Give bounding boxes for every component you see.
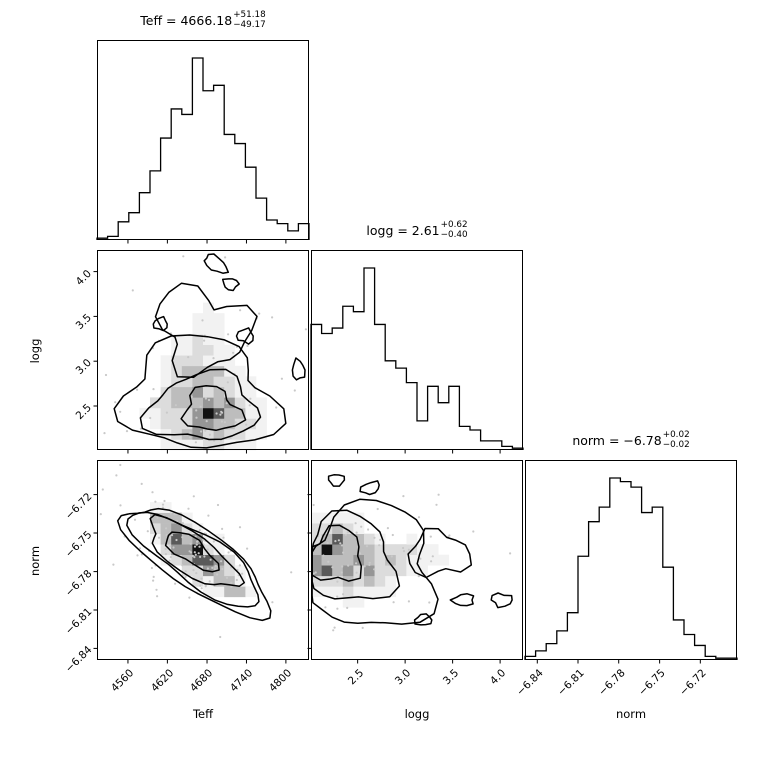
- y-tick-label-norm: −6.81: [62, 605, 95, 638]
- x-tick-label-teff: 4800: [266, 667, 295, 695]
- y-tick-label-norm: −6.84: [62, 644, 95, 676]
- x-axis-title-norm: norm: [615, 707, 647, 721]
- y-tick-label-logg: 4.0: [73, 267, 95, 288]
- title-teff-minus-error: −49.17: [233, 19, 266, 30]
- x-tick-label-logg: 4.0: [488, 667, 509, 688]
- panel-norm-histogram: [524, 460, 738, 664]
- x-tick-label-norm: −6.72: [677, 667, 709, 699]
- x-tick-label-teff: 4560: [109, 667, 137, 695]
- title-norm-plus-error: +0.02: [662, 430, 690, 440]
- x-tick-label-norm: −6.78: [595, 667, 628, 699]
- x-tick-label-logg: 2.5: [345, 667, 367, 688]
- x-tick-label-teff: 4680: [188, 667, 216, 695]
- panel-teff-vs-norm-contour: [93, 460, 309, 664]
- title-teff-plus-error: +51.18: [233, 10, 266, 20]
- title-norm-value: norm = −6.78: [572, 433, 662, 448]
- title-logg-plus-error: +0.62: [440, 220, 468, 230]
- x-tick-label-logg: 3.5: [440, 667, 462, 688]
- y-axis-title-norm: norm: [28, 545, 42, 577]
- x-axis-title-teff: Teff: [192, 707, 214, 721]
- title-teff-value: Teff = 4666.18: [140, 13, 233, 28]
- panel-logg-histogram: [310, 250, 524, 454]
- panel-teff-vs-logg-contour: [93, 250, 309, 454]
- y-tick-label-norm: −6.72: [62, 490, 95, 522]
- y-tick-label-norm: −6.78: [62, 567, 95, 599]
- y-tick-label-norm: −6.75: [62, 528, 95, 561]
- title-logg-value: logg = 2.61: [366, 223, 440, 238]
- title-norm-minus-error: −0.02: [662, 439, 690, 450]
- x-tick-label-teff: 4620: [148, 667, 176, 695]
- x-tick-label-norm: −6.81: [555, 667, 587, 699]
- title-logg-minus-error: −0.40: [440, 229, 468, 240]
- x-tick-label-logg: 3.0: [393, 667, 414, 688]
- y-axis-title-logg: logg: [28, 338, 42, 364]
- x-axis-title-logg: logg: [404, 707, 430, 721]
- y-tick-label-logg: 3.5: [73, 312, 95, 333]
- title-teff-errors: +51.18 −49.17: [233, 10, 266, 30]
- panel-logg-vs-norm-contour: [307, 460, 523, 664]
- title-norm-errors: +0.02 −0.02: [662, 430, 690, 450]
- y-tick-label-logg: 3.0: [73, 356, 95, 378]
- x-tick-label-norm: −6.84: [514, 667, 546, 699]
- title-logg-errors: +0.62 −0.40: [440, 220, 468, 240]
- x-tick-label-norm: −6.75: [636, 667, 669, 699]
- x-tick-label-teff: 4740: [227, 667, 255, 695]
- panel-teff-histogram: [96, 40, 310, 244]
- y-tick-label-logg: 2.5: [73, 401, 95, 423]
